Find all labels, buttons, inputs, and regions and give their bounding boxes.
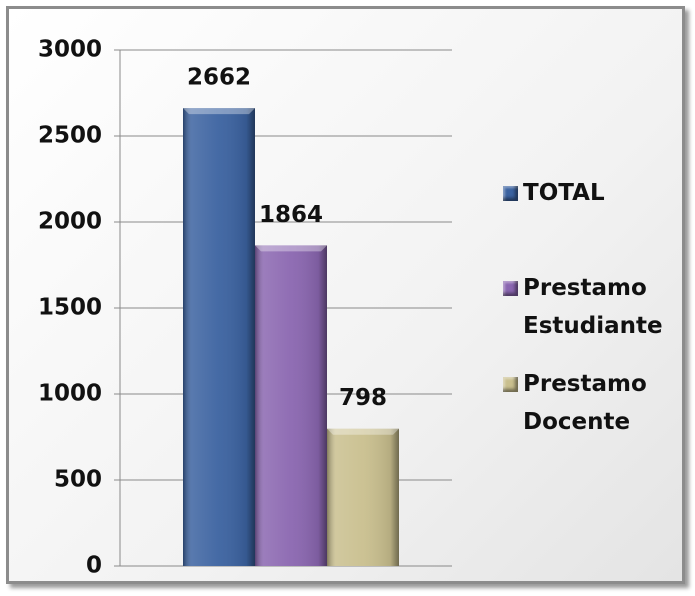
bar-bevel [327,428,399,435]
y-tick-label: 2000 [38,209,102,235]
data-label: 2662 [187,65,251,91]
y-tick-label: 1000 [38,381,102,407]
legend-swatch [503,281,518,296]
data-label: 1864 [259,202,323,228]
bar-shade [327,428,399,566]
legend-swatch [503,377,518,392]
data-label: 798 [339,385,387,411]
legend-label: Prestamo Docente [523,371,647,435]
bar-bevel [255,245,327,252]
bar-shade [255,245,327,566]
bar-shade [183,108,255,567]
legend-item: Prestamo Docente [503,365,673,441]
y-tick-label: 1500 [38,295,102,321]
y-tick-label: 2500 [38,123,102,149]
y-tick-label: 3000 [38,37,102,63]
legend-item: Prestamo Estudiante [503,269,673,345]
y-tick-label: 0 [86,553,102,579]
bar-bevel [183,108,255,115]
legend-item: TOTAL [503,174,673,212]
legend-label: Prestamo Estudiante [523,275,663,339]
y-tick-label: 500 [54,467,102,493]
legend-label: TOTAL [523,180,605,206]
legend-swatch [503,186,518,201]
